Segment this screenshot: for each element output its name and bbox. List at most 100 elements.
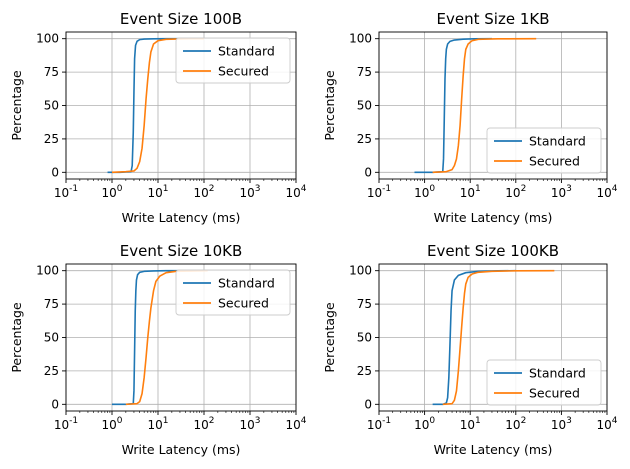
x-tick-label: 101 bbox=[147, 416, 168, 432]
legend-label-standard: Standard bbox=[529, 134, 586, 149]
x-tick-exponent: 2 bbox=[521, 184, 527, 194]
x-tick-label: 100 bbox=[414, 184, 435, 200]
y-tick-label: 0 bbox=[51, 165, 59, 179]
legend: Standard Secured bbox=[486, 359, 602, 406]
x-tick-exponent: 1 bbox=[475, 416, 481, 426]
legend-label-secured: Secured bbox=[529, 386, 580, 401]
y-tick-label: 50 bbox=[357, 99, 372, 113]
x-axis-label: Write Latency (ms) bbox=[122, 442, 241, 457]
x-tick-exponent: -1 bbox=[69, 416, 78, 426]
x-tick-base: 10 bbox=[596, 186, 611, 200]
x-tick-exponent: 0 bbox=[429, 416, 435, 426]
x-tick-exponent: 0 bbox=[117, 184, 123, 194]
y-tick-label: 0 bbox=[364, 165, 372, 179]
y-tick-label: 100 bbox=[36, 264, 59, 278]
y-tick-label: 25 bbox=[44, 132, 59, 146]
x-tick-base: 10 bbox=[596, 418, 611, 432]
x-tick-exponent: -1 bbox=[382, 184, 391, 194]
x-tick-label: 10-1 bbox=[54, 416, 78, 432]
x-tick-base: 10 bbox=[239, 186, 254, 200]
legend: Standard Secured bbox=[175, 37, 291, 84]
x-tick-exponent: 2 bbox=[209, 416, 215, 426]
x-tick-exponent: 3 bbox=[255, 184, 261, 194]
x-tick-exponent: -1 bbox=[69, 184, 78, 194]
chart-title: Event Size 1KB bbox=[437, 10, 550, 28]
y-tick-label: 0 bbox=[51, 397, 59, 411]
x-tick-base: 10 bbox=[193, 186, 208, 200]
x-tick-exponent: 4 bbox=[301, 416, 307, 426]
x-tick-base: 10 bbox=[460, 186, 475, 200]
y-tick-label: 50 bbox=[44, 99, 59, 113]
x-tick-label: 104 bbox=[285, 184, 306, 200]
series-line-standard bbox=[112, 269, 191, 406]
x-tick-label: 100 bbox=[414, 416, 435, 432]
y-tick-label: 50 bbox=[357, 331, 372, 345]
y-tick-label: 25 bbox=[357, 364, 372, 378]
x-tick-base: 10 bbox=[285, 186, 300, 200]
legend: Standard Secured bbox=[175, 269, 291, 316]
y-axis-label: Percentage bbox=[9, 302, 24, 373]
chart-title: Event Size 100KB bbox=[427, 242, 559, 260]
y-tick-label: 100 bbox=[349, 32, 372, 46]
x-tick-exponent: 1 bbox=[475, 184, 481, 194]
x-tick-exponent: -1 bbox=[382, 416, 391, 426]
x-tick-exponent: 1 bbox=[163, 184, 169, 194]
x-tick-base: 10 bbox=[367, 418, 382, 432]
series-line-secured bbox=[111, 37, 204, 174]
x-tick-label: 102 bbox=[505, 184, 526, 200]
x-tick-exponent: 1 bbox=[163, 416, 169, 426]
x-tick-label: 102 bbox=[193, 184, 214, 200]
x-tick-label: 103 bbox=[551, 184, 572, 200]
legend-label-standard: Standard bbox=[218, 276, 275, 291]
x-tick-label: 10-1 bbox=[54, 184, 78, 200]
y-axis-label: Percentage bbox=[9, 70, 24, 141]
x-tick-base: 10 bbox=[147, 418, 162, 432]
x-tick-label: 100 bbox=[101, 184, 122, 200]
x-axis-label: Write Latency (ms) bbox=[434, 210, 553, 225]
x-tick-base: 10 bbox=[505, 418, 520, 432]
y-tick-label: 75 bbox=[357, 65, 372, 79]
x-tick-exponent: 3 bbox=[566, 416, 572, 426]
y-axis-label: Percentage bbox=[322, 70, 337, 141]
y-tick-label: 0 bbox=[364, 397, 372, 411]
x-tick-base: 10 bbox=[101, 186, 116, 200]
x-axis-label: Write Latency (ms) bbox=[434, 442, 553, 457]
x-tick-exponent: 0 bbox=[429, 184, 435, 194]
chart-title: Event Size 100B bbox=[120, 10, 242, 28]
x-tick-base: 10 bbox=[285, 418, 300, 432]
x-tick-label: 102 bbox=[505, 416, 526, 432]
x-tick-base: 10 bbox=[101, 418, 116, 432]
x-tick-label: 101 bbox=[147, 184, 168, 200]
y-tick-label: 75 bbox=[44, 65, 59, 79]
x-tick-label: 103 bbox=[239, 184, 260, 200]
x-tick-exponent: 4 bbox=[612, 416, 618, 426]
x-tick-label: 104 bbox=[596, 416, 617, 432]
legend-label-secured: Secured bbox=[218, 64, 269, 79]
series-line-standard bbox=[432, 269, 516, 406]
x-tick-exponent: 0 bbox=[117, 416, 123, 426]
x-tick-label: 104 bbox=[285, 416, 306, 432]
x-tick-base: 10 bbox=[193, 418, 208, 432]
x-tick-exponent: 3 bbox=[566, 184, 572, 194]
x-tick-base: 10 bbox=[147, 186, 162, 200]
x-tick-label: 101 bbox=[460, 416, 481, 432]
legend: Standard Secured bbox=[486, 127, 602, 174]
chart-title: Event Size 10KB bbox=[120, 242, 243, 260]
x-tick-label: 103 bbox=[239, 416, 260, 432]
x-tick-base: 10 bbox=[414, 418, 429, 432]
x-tick-exponent: 4 bbox=[612, 184, 618, 194]
x-tick-label: 103 bbox=[551, 416, 572, 432]
legend-label-standard: Standard bbox=[529, 366, 586, 381]
x-tick-base: 10 bbox=[367, 186, 382, 200]
x-tick-label: 101 bbox=[460, 184, 481, 200]
x-tick-label: 100 bbox=[101, 416, 122, 432]
series-line-standard bbox=[414, 37, 492, 174]
x-tick-label: 10-1 bbox=[367, 416, 391, 432]
y-tick-label: 75 bbox=[44, 297, 59, 311]
x-tick-exponent: 3 bbox=[255, 416, 261, 426]
x-tick-base: 10 bbox=[551, 418, 566, 432]
